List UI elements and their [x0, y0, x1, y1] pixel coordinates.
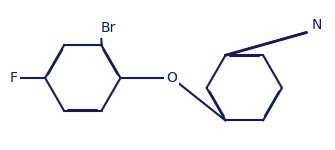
- Text: O: O: [166, 71, 178, 85]
- Text: F: F: [9, 71, 17, 85]
- Text: N: N: [312, 18, 322, 32]
- Text: Br: Br: [101, 21, 116, 35]
